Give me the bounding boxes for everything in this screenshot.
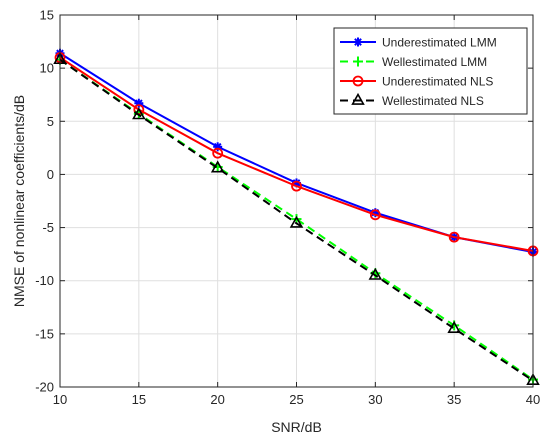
legend-item: Wellestimated LMM: [340, 55, 487, 69]
data-point: [210, 160, 225, 173]
legend-item: Wellestimated NLS: [340, 92, 484, 108]
data-point: [132, 107, 146, 120]
x-tick-label: 25: [289, 392, 303, 407]
legend-item: Underestimated NLS: [340, 75, 493, 89]
y-tick-label: 10: [40, 61, 54, 76]
legend-label: Wellestimated NLS: [382, 94, 484, 108]
y-tick-label: 15: [40, 8, 54, 23]
legend: Underestimated LMM Wellestimated LMM Under…: [333, 27, 528, 115]
x-tick-label: 35: [447, 392, 461, 407]
legend-marker: [353, 56, 363, 67]
y-tick-label: -15: [35, 326, 54, 341]
legend-marker: [351, 92, 365, 105]
data-point: [448, 231, 460, 243]
legend-marker: [352, 75, 364, 87]
data-point: [289, 215, 304, 228]
legend-label: Wellestimated LMM: [382, 55, 487, 69]
legend-label: Underestimated LMM: [382, 36, 497, 50]
legend-marker: [353, 37, 363, 47]
data-point: [368, 267, 383, 280]
y-tick-label: 0: [47, 167, 54, 182]
data-point: [369, 209, 381, 221]
x-tick-label: 30: [368, 392, 382, 407]
x-tick-label: 20: [210, 392, 224, 407]
series-line: [59, 58, 534, 382]
x-tick-label: 10: [53, 392, 67, 407]
x-tick-label: 40: [526, 392, 540, 407]
series-4: [53, 52, 540, 386]
legend-item: Underestimated LMM: [340, 36, 497, 50]
x-tick-label: 15: [132, 392, 146, 407]
data-point: [291, 180, 302, 192]
x-axis-label: SNR/dB: [271, 419, 322, 435]
data-point: [447, 320, 461, 333]
tick-layer: 10 15 20 25 30 35 40 -20 -15 -10 -5 0 5 10 15: [35, 8, 540, 408]
y-axis-label: NMSE of nonlinear coefficients/dB: [11, 95, 27, 307]
data-point: [212, 147, 224, 159]
y-tick-label: -5: [42, 220, 54, 235]
legend-label: Underestimated NLS: [382, 75, 493, 89]
y-tick-label: -20: [35, 380, 54, 395]
y-tick-label: -10: [35, 273, 54, 288]
y-tick-label: 5: [47, 114, 54, 129]
